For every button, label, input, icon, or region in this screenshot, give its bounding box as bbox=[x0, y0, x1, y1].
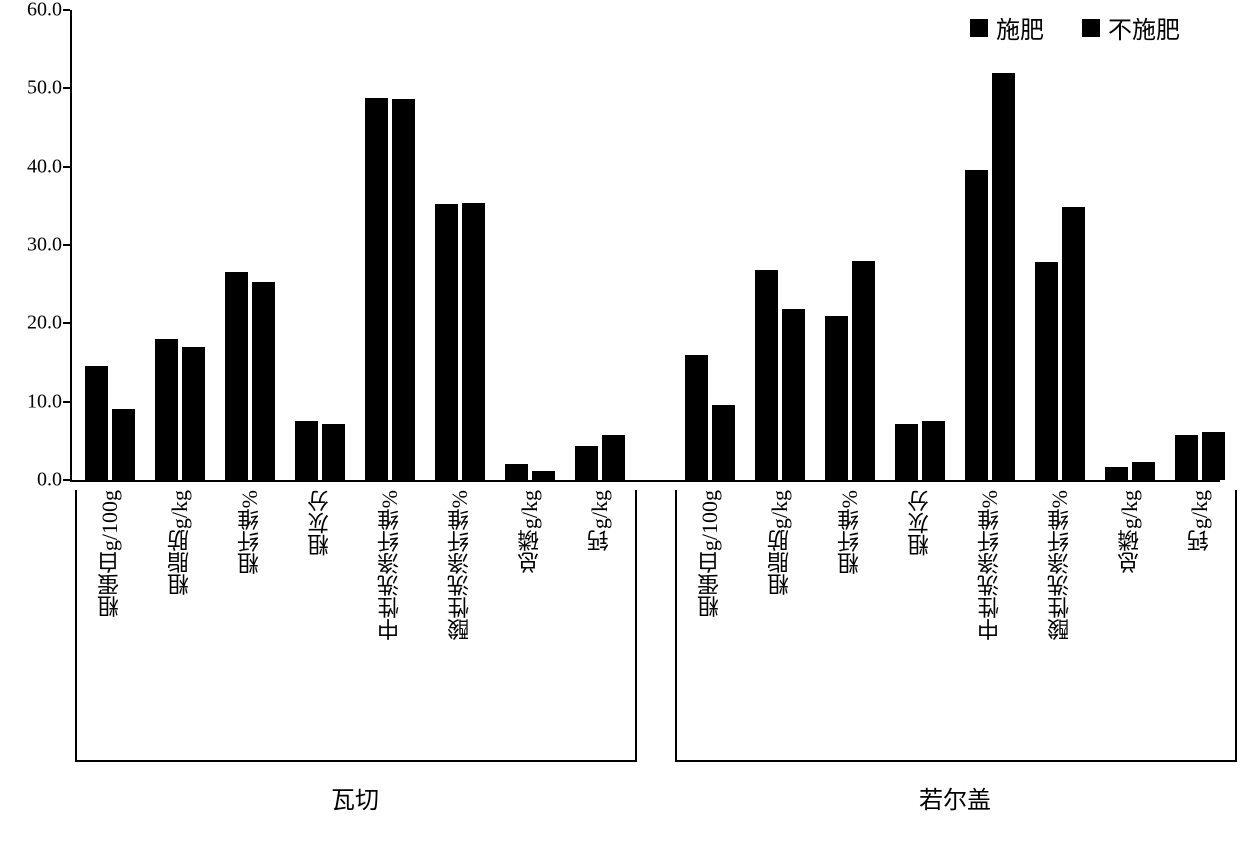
y-tick-label: 30.0 bbox=[7, 234, 62, 257]
bar bbox=[435, 204, 458, 480]
group-bracket-line bbox=[75, 760, 637, 762]
y-tick-mark bbox=[63, 244, 70, 246]
bar bbox=[155, 339, 178, 480]
group-bracket-line bbox=[75, 490, 77, 760]
bar bbox=[992, 73, 1015, 480]
y-tick-label: 20.0 bbox=[7, 312, 62, 335]
category-label: 粗灰分 bbox=[906, 490, 934, 750]
bar bbox=[295, 421, 318, 480]
y-tick-label: 0.0 bbox=[7, 469, 62, 492]
category-label: 粗脂肪g/kg bbox=[166, 490, 194, 750]
bar bbox=[532, 471, 555, 480]
bar bbox=[712, 405, 735, 480]
bar bbox=[602, 435, 625, 480]
y-tick-mark bbox=[63, 166, 70, 168]
bar bbox=[1175, 435, 1198, 480]
category-label: 总磷g/kg bbox=[516, 490, 544, 750]
category-label: 粗灰分 bbox=[306, 490, 334, 750]
y-tick-label: 40.0 bbox=[7, 155, 62, 178]
group-bracket-line bbox=[1235, 490, 1237, 760]
y-tick-mark bbox=[63, 401, 70, 403]
category-label: 中性洗涤纤维% bbox=[376, 490, 404, 750]
category-label: 粗纤维% bbox=[836, 490, 864, 750]
bar bbox=[965, 170, 988, 480]
bar bbox=[1105, 467, 1128, 480]
bar bbox=[505, 464, 528, 480]
category-label: 粗蛋白g/100g bbox=[696, 490, 724, 750]
bar bbox=[1062, 207, 1085, 480]
bar bbox=[365, 98, 388, 480]
category-label: 粗脂肪g/kg bbox=[766, 490, 794, 750]
bar bbox=[112, 409, 135, 480]
y-tick-label: 60.0 bbox=[7, 0, 62, 22]
category-label: 钙g/kg bbox=[1186, 490, 1214, 750]
plot-area bbox=[70, 10, 1220, 480]
bar bbox=[852, 261, 875, 480]
bar bbox=[575, 446, 598, 480]
group-bracket-line bbox=[635, 490, 637, 760]
bar bbox=[322, 424, 345, 480]
category-label: 酸性洗涤纤维% bbox=[446, 490, 474, 750]
category-label: 酸性洗涤纤维% bbox=[1046, 490, 1074, 750]
y-tick-mark bbox=[63, 87, 70, 89]
group-label: 若尔盖 bbox=[905, 780, 1005, 815]
x-axis-line bbox=[70, 480, 1220, 482]
bar bbox=[922, 421, 945, 480]
bar bbox=[392, 99, 415, 480]
y-tick-label: 10.0 bbox=[7, 390, 62, 413]
grouped-bar-chart: 施肥 不施肥 0.010.020.030.040.050.060.0 粗蛋白g/… bbox=[0, 0, 1240, 842]
category-label: 总磷g/kg bbox=[1116, 490, 1144, 750]
y-tick-mark bbox=[63, 479, 70, 481]
bar bbox=[252, 282, 275, 480]
group-label: 瓦切 bbox=[305, 780, 405, 815]
bar bbox=[1132, 462, 1155, 480]
bar bbox=[1202, 432, 1225, 480]
y-tick-label: 50.0 bbox=[7, 77, 62, 100]
bar bbox=[462, 203, 485, 480]
group-bracket-line bbox=[675, 760, 1237, 762]
category-label: 中性洗涤纤维% bbox=[976, 490, 1004, 750]
bar bbox=[825, 316, 848, 481]
y-tick-mark bbox=[63, 9, 70, 11]
bar bbox=[182, 347, 205, 480]
y-tick-mark bbox=[63, 322, 70, 324]
bar bbox=[225, 272, 248, 480]
group-bracket-line bbox=[675, 490, 677, 760]
bar bbox=[1035, 262, 1058, 480]
category-label: 粗蛋白g/100g bbox=[96, 490, 124, 750]
category-label: 粗纤维% bbox=[236, 490, 264, 750]
bar bbox=[782, 309, 805, 480]
bar bbox=[755, 270, 778, 480]
bar bbox=[895, 424, 918, 480]
category-label: 钙g/kg bbox=[586, 490, 614, 750]
bar bbox=[85, 366, 108, 480]
bar bbox=[685, 355, 708, 480]
